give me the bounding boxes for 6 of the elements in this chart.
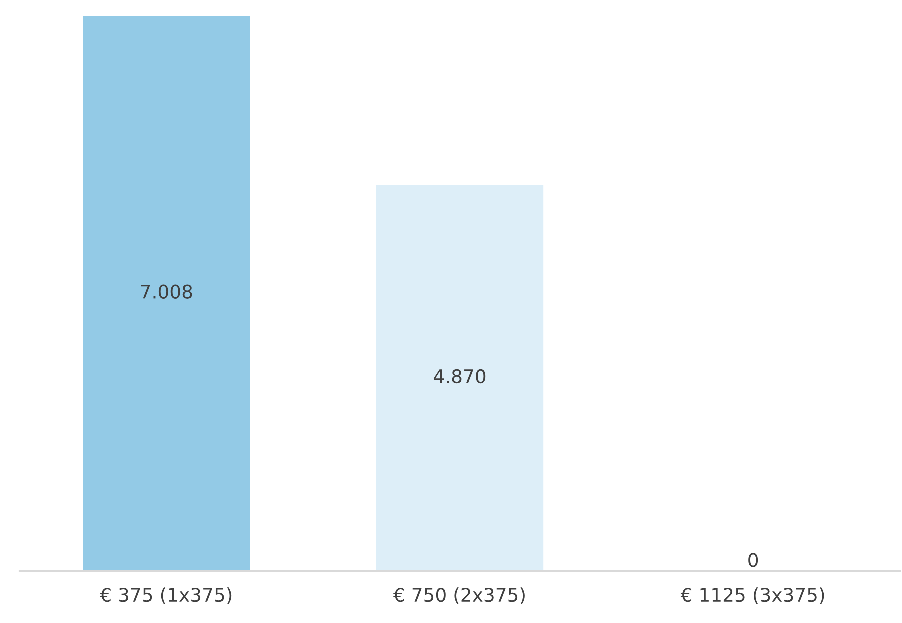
- x-tick-label: € 375 (1x375): [100, 588, 232, 604]
- data-label: 4.870: [434, 369, 486, 384]
- x-tick-label: € 1125 (3x375): [680, 588, 824, 604]
- x-tick-label: € 750 (2x375): [393, 588, 525, 604]
- data-label: 0: [748, 553, 758, 568]
- data-label: 7.008: [141, 284, 192, 299]
